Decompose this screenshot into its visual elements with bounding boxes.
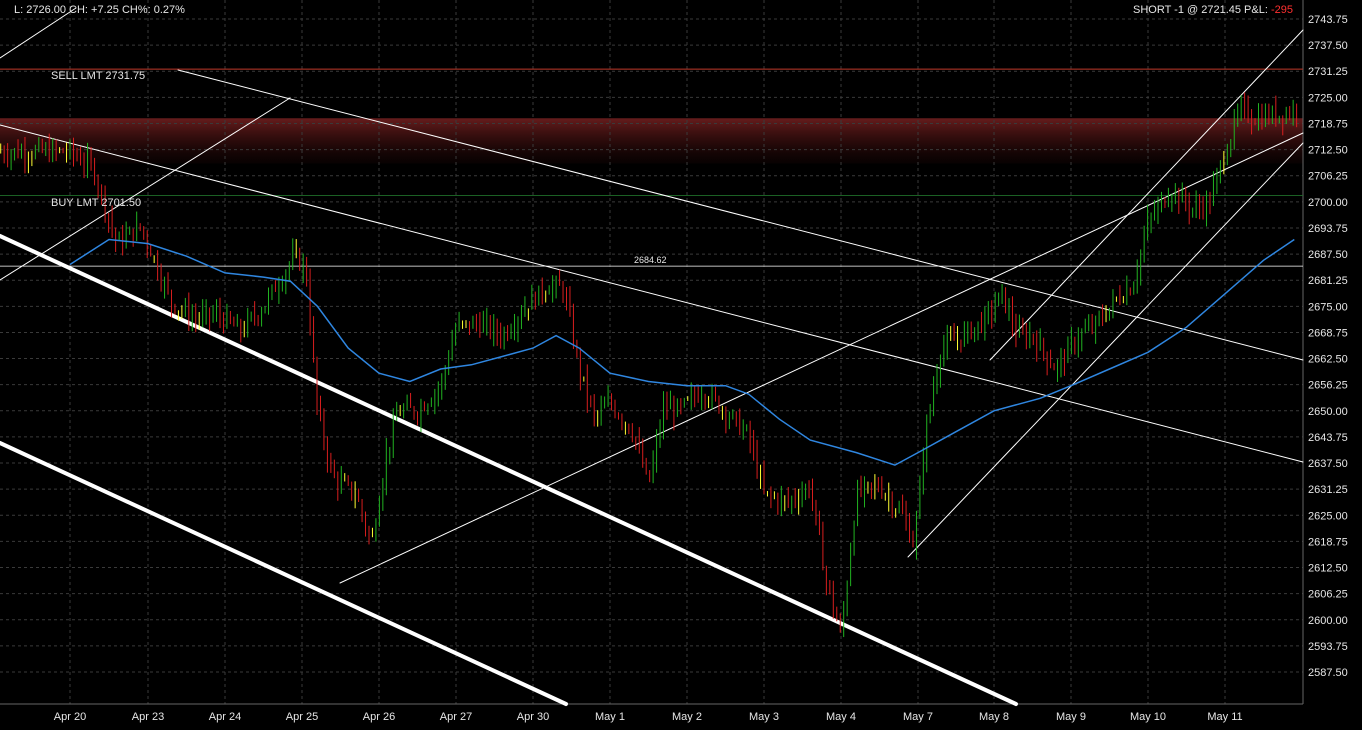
price-tick-label: 2731.25: [1308, 66, 1348, 78]
price-tick-label: 2712.50: [1308, 145, 1348, 157]
price-tick-label: 2675.00: [1308, 301, 1348, 313]
grid-lines: [0, 0, 1304, 705]
resistance-zone: [0, 118, 1303, 164]
date-tick-label: Apr 30: [517, 711, 549, 723]
sell-limit-label[interactable]: SELL LMT 2731.75: [51, 70, 145, 82]
quote-readout: L: 2726.00 CH: +7.25 CH%: 0.27%: [14, 4, 185, 16]
price-tick-label: 2637.50: [1308, 458, 1348, 470]
price-tick-label: 2737.50: [1308, 40, 1348, 52]
moving-average-line: [69, 238, 1295, 466]
price-tick-label: 2700.00: [1308, 197, 1348, 209]
price-tick-label: 2718.75: [1308, 118, 1348, 130]
price-tick-label: 2631.25: [1308, 484, 1348, 496]
date-tick-label: Apr 26: [363, 711, 395, 723]
price-tick-label: 2600.00: [1308, 615, 1348, 627]
date-tick-label: Apr 20: [54, 711, 86, 723]
price-tick-label: 2593.75: [1308, 641, 1348, 653]
date-tick-label: May 10: [1130, 711, 1166, 723]
price-tick-label: 2625.00: [1308, 510, 1348, 522]
price-tick-label: 2725.00: [1308, 92, 1348, 104]
date-tick-label: Apr 23: [132, 711, 164, 723]
price-axis[interactable]: 2743.75 2737.50 2731.25 2725.00 2718.75 2712.…: [1308, 14, 1348, 679]
date-tick-label: May 9: [1056, 711, 1086, 723]
date-axis[interactable]: Apr 20 Apr 23 Apr 24 Apr 25 Apr 26 Apr 27 Apr …: [54, 711, 1243, 723]
buy-limit-label[interactable]: BUY LMT 2701.50: [51, 197, 141, 209]
long-rising-line: [339, 132, 1304, 584]
moving-average: [69, 238, 1295, 466]
drawn-trendlines[interactable]: [0, 7, 1304, 706]
date-tick-label: May 3: [749, 711, 779, 723]
position-readout: SHORT -1 @ 2721.45 P&L: -295: [1133, 4, 1293, 16]
price-tick-label: 2606.25: [1308, 589, 1348, 601]
upper-left-line: [0, 7, 77, 59]
channel-lower-line: [0, 441, 568, 706]
pnl-value: -295: [1271, 4, 1293, 16]
early-rising-line: [0, 97, 291, 281]
rising-channel-upper: [989, 29, 1304, 361]
date-tick-label: Apr 24: [209, 711, 241, 723]
date-tick-label: May 1: [595, 711, 625, 723]
date-tick-label: May 8: [979, 711, 1009, 723]
price-tick-label: 2687.50: [1308, 249, 1348, 261]
position-text: SHORT -1 @ 2721.45 P&L:: [1133, 4, 1271, 16]
price-tick-label: 2668.75: [1308, 327, 1348, 339]
marked-level-label: 2684.62: [634, 255, 667, 265]
price-tick-label: 2587.50: [1308, 667, 1348, 679]
price-tick-label: 2612.50: [1308, 563, 1348, 575]
price-tick-label: 2681.25: [1308, 275, 1348, 287]
date-tick-label: May 7: [903, 711, 933, 723]
descending-line-upper: [177, 69, 1304, 361]
date-tick-label: May 11: [1207, 711, 1242, 723]
descending-line-lower: [0, 124, 1304, 463]
price-tick-label: 2650.00: [1308, 406, 1348, 418]
order-levels: [0, 68, 1303, 267]
date-tick-label: Apr 25: [286, 711, 318, 723]
price-tick-label: 2662.50: [1308, 354, 1348, 366]
price-tick-label: 2618.75: [1308, 536, 1348, 548]
date-tick-label: Apr 27: [440, 711, 472, 723]
candlesticks: [0, 92, 1298, 638]
price-tick-label: 2643.75: [1308, 432, 1348, 444]
channel-main-line: [0, 234, 1018, 706]
price-tick-label: 2693.75: [1308, 223, 1348, 235]
date-tick-label: May 2: [672, 711, 702, 723]
price-tick-label: 2706.25: [1308, 171, 1348, 183]
date-tick-label: May 4: [826, 711, 856, 723]
rising-channel-lower: [907, 142, 1304, 558]
price-tick-label: 2656.25: [1308, 380, 1348, 392]
price-tick-label: 2743.75: [1308, 14, 1348, 26]
